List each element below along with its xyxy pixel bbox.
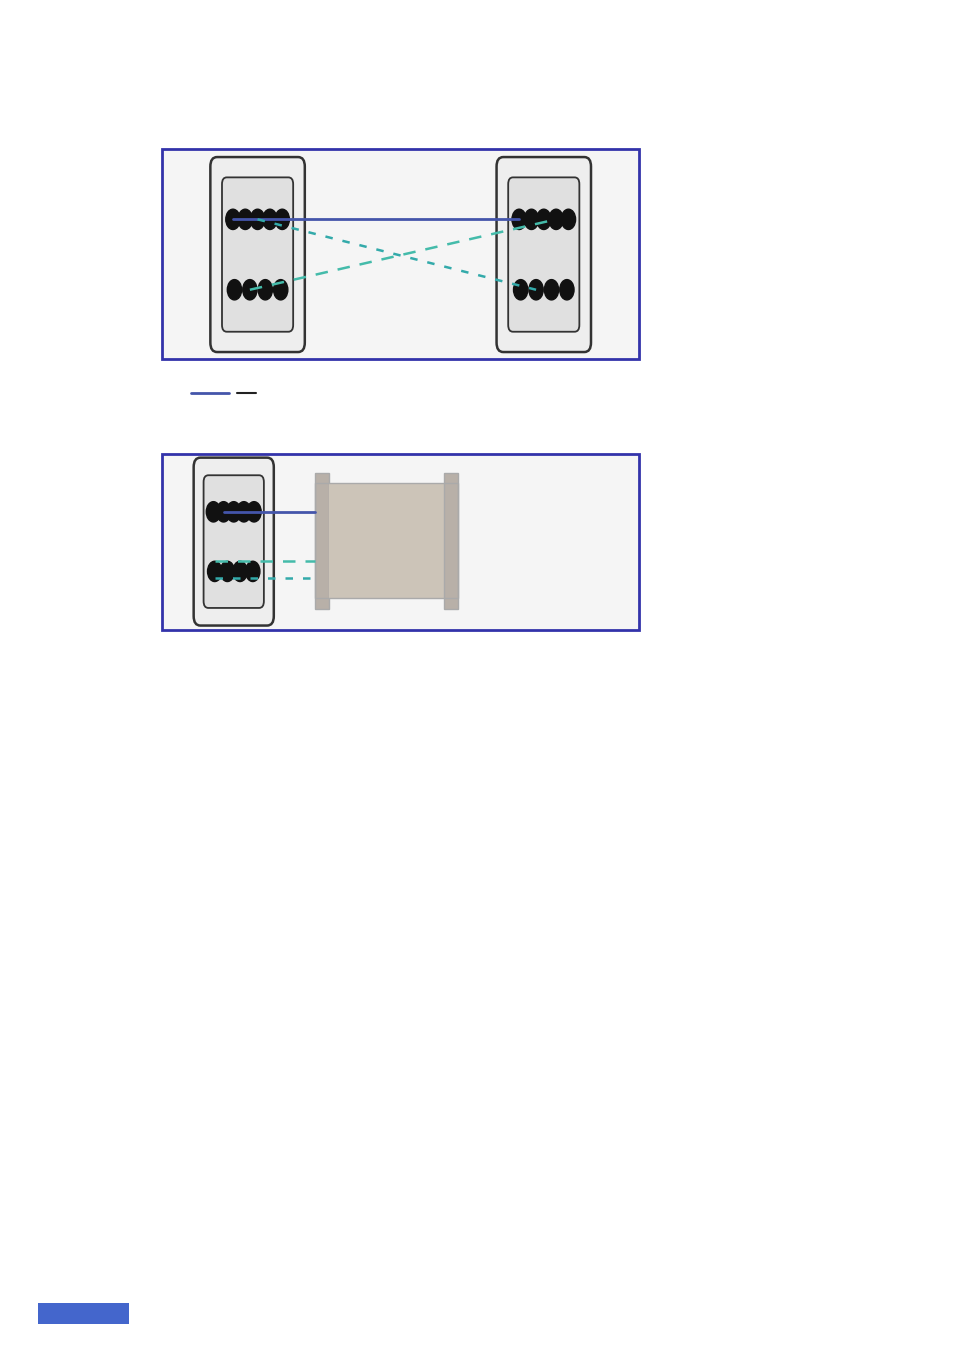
Circle shape bbox=[236, 501, 251, 523]
Circle shape bbox=[208, 561, 222, 582]
Circle shape bbox=[220, 561, 234, 582]
Circle shape bbox=[242, 279, 256, 299]
Bar bbox=[314, 473, 329, 609]
Circle shape bbox=[226, 501, 240, 523]
Circle shape bbox=[226, 209, 240, 229]
Circle shape bbox=[559, 279, 574, 299]
Circle shape bbox=[524, 209, 538, 229]
Circle shape bbox=[247, 501, 261, 523]
Circle shape bbox=[274, 279, 288, 299]
FancyBboxPatch shape bbox=[222, 177, 293, 332]
Bar bbox=[314, 483, 457, 598]
FancyBboxPatch shape bbox=[162, 454, 639, 630]
Circle shape bbox=[274, 209, 289, 229]
FancyBboxPatch shape bbox=[193, 458, 274, 626]
FancyBboxPatch shape bbox=[496, 157, 590, 352]
FancyBboxPatch shape bbox=[162, 149, 639, 359]
Circle shape bbox=[245, 561, 259, 582]
Circle shape bbox=[512, 209, 526, 229]
Bar bbox=[329, 483, 443, 598]
Bar bbox=[443, 473, 457, 609]
FancyBboxPatch shape bbox=[203, 475, 264, 608]
Circle shape bbox=[262, 209, 276, 229]
Circle shape bbox=[233, 561, 247, 582]
FancyBboxPatch shape bbox=[210, 157, 305, 352]
Circle shape bbox=[560, 209, 575, 229]
Circle shape bbox=[250, 209, 264, 229]
Circle shape bbox=[206, 501, 220, 523]
Circle shape bbox=[513, 279, 527, 299]
Circle shape bbox=[536, 209, 550, 229]
Circle shape bbox=[238, 209, 253, 229]
Circle shape bbox=[227, 279, 241, 299]
Circle shape bbox=[548, 209, 562, 229]
Circle shape bbox=[216, 501, 231, 523]
Circle shape bbox=[258, 279, 273, 299]
FancyBboxPatch shape bbox=[508, 177, 578, 332]
Circle shape bbox=[528, 279, 542, 299]
Bar bbox=[38, 1303, 129, 1324]
Circle shape bbox=[544, 279, 558, 299]
